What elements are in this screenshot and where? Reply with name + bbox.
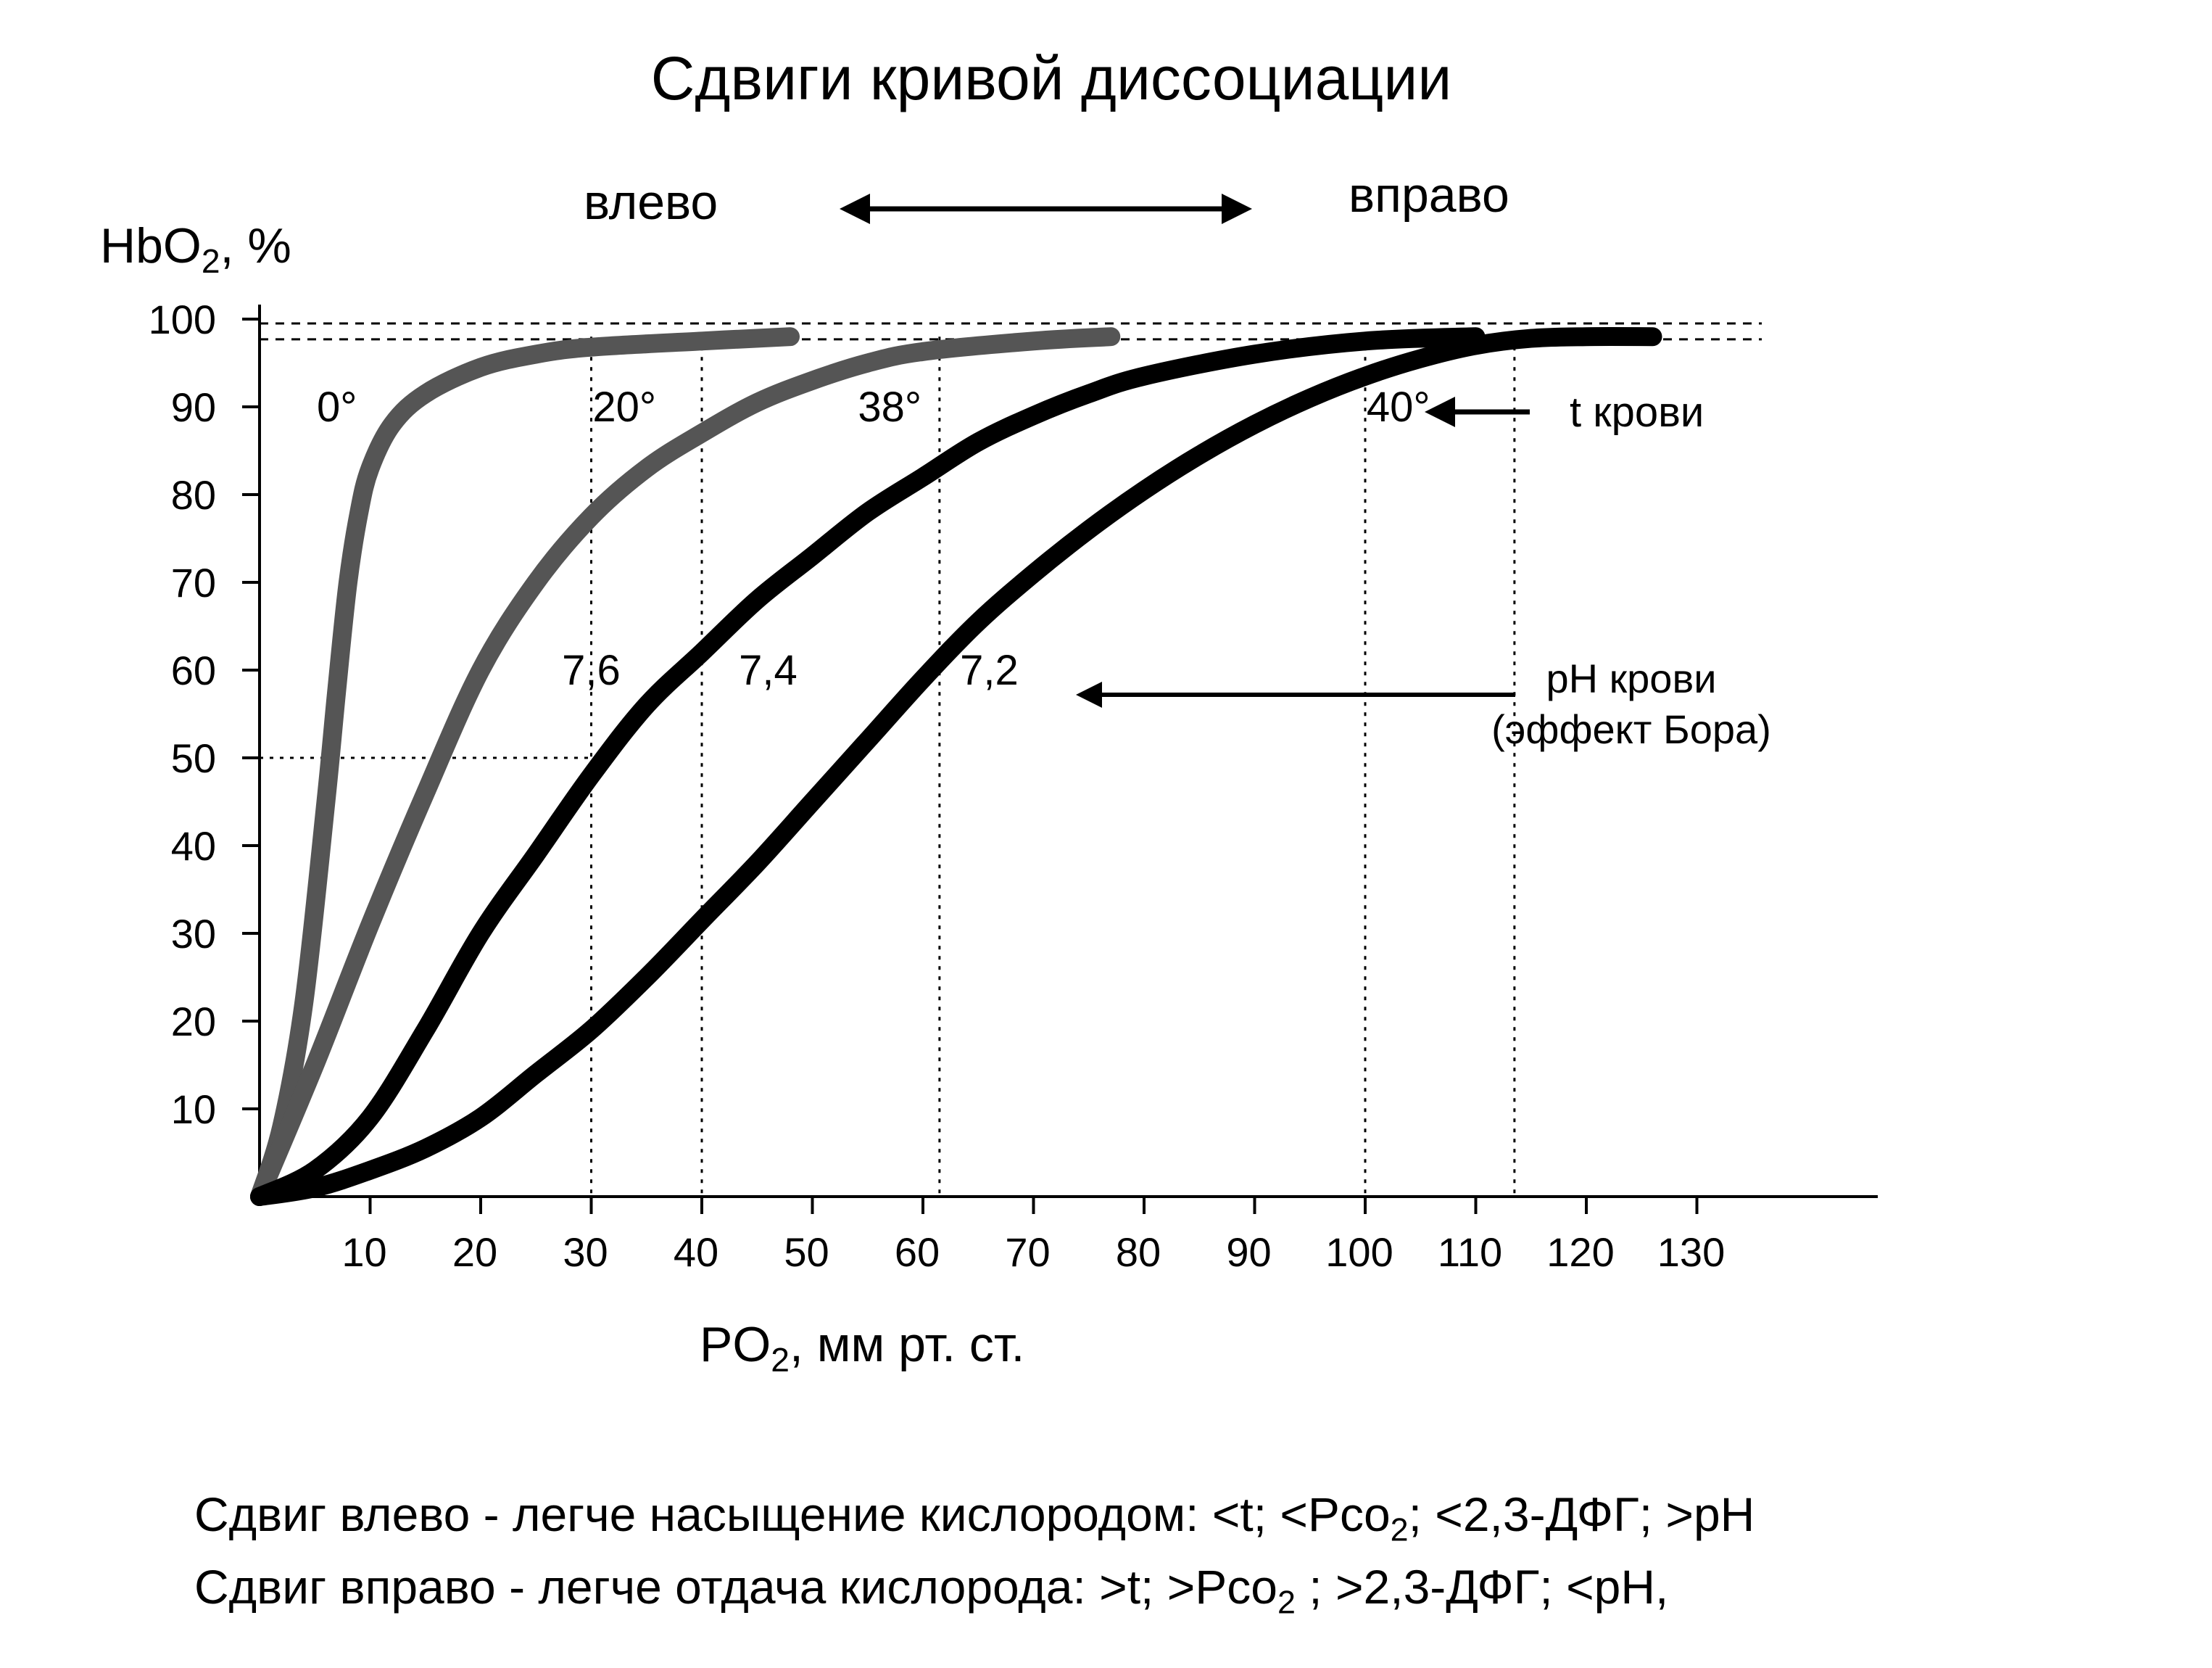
- y-tick-label: 100: [149, 297, 216, 342]
- y-axis-label-main: HbO: [100, 218, 202, 273]
- curve-label: 38°: [858, 384, 921, 431]
- shift-right-label: вправо: [1349, 168, 1509, 223]
- y-tick-label: 90: [171, 384, 216, 430]
- x-tick-label: 60: [895, 1229, 940, 1275]
- x-tick-label: 100: [1325, 1229, 1393, 1275]
- curve-label: 0°: [317, 384, 357, 431]
- x-tick-label: 90: [1226, 1229, 1271, 1275]
- y-axis-label-sub: 2: [201, 241, 220, 280]
- note-right-text: Сдвиг вправо - легче отдача кислорода: >…: [194, 1560, 1277, 1614]
- curve-label: 7,4: [739, 647, 798, 694]
- x-axis-label-main: PO: [700, 1317, 771, 1372]
- y-tick-label: 80: [171, 472, 216, 518]
- curve-1: [250, 327, 1121, 1206]
- x-axis-label: PO2, мм рт. ст.: [700, 1316, 1025, 1376]
- chart-title: Сдвиги кривой диссоциации: [650, 44, 1452, 112]
- axes: 10 20 30 40 50 60 70 80 90 100 10 20 30 40 50 60 70 80 90 1…: [149, 297, 1878, 1275]
- y-axis-label: HbO2, %: [100, 218, 291, 278]
- x-tick-label: 20: [452, 1229, 497, 1275]
- x-tick-label: 30: [563, 1229, 608, 1275]
- note-left-text: Сдвиг влево - легче насыщение кислородом…: [194, 1487, 1391, 1541]
- ph-label-line2: (эффект Бора): [1491, 706, 1771, 752]
- note-left-sub: 2: [1390, 1511, 1409, 1548]
- y-tick-label: 30: [171, 911, 216, 957]
- x-tick-label: 120: [1546, 1229, 1614, 1275]
- chart-area: 10 20 30 40 50 60 70 80 90 100 10 20 30 40 50 60 70 80 90 1…: [149, 194, 1878, 1275]
- x-tick-label: 10: [341, 1229, 386, 1275]
- x-tick-label: 80: [1116, 1229, 1161, 1275]
- y-tick-label: 40: [171, 823, 216, 869]
- y-axis-label-tail: , %: [220, 218, 291, 273]
- x-tick-label: 130: [1657, 1229, 1725, 1275]
- y-tick-label: 60: [171, 648, 216, 693]
- curve-label: 7,6: [562, 647, 621, 694]
- curve-0: [250, 327, 800, 1206]
- note-shift-right: Сдвиг вправо - легче отдача кислорода: >…: [194, 1559, 1669, 1618]
- curve-2: [250, 327, 1486, 1206]
- curve-label: 20°: [592, 384, 656, 431]
- x-tick-label: 110: [1438, 1229, 1502, 1275]
- x-tick-label: 70: [1005, 1229, 1050, 1275]
- y-tick-label: 50: [171, 735, 216, 781]
- shift-left-label: влево: [584, 175, 718, 230]
- note-right-tail: ; >2,3-ДФГ; <pH,: [1295, 1560, 1669, 1614]
- curve-3: [250, 327, 1662, 1206]
- curve-label: 7,2: [960, 647, 1019, 694]
- note-shift-left: Сдвиг влево - легче насыщение кислородом…: [194, 1487, 1755, 1545]
- y-tick-label: 10: [171, 1086, 216, 1132]
- curve-labels: 0° 20° 38° 40° 7,6 7,4 7,2: [317, 384, 1430, 694]
- curve-label: 40°: [1367, 384, 1430, 431]
- y-tick-label: 20: [171, 999, 216, 1044]
- curves: [250, 327, 1662, 1206]
- y-tick-label: 70: [171, 560, 216, 606]
- note-left-tail: ; <2,3-ДФГ; >pH: [1408, 1487, 1755, 1541]
- arrows: t крови pH крови (эффект Бора): [840, 194, 1771, 752]
- note-right-sub: 2: [1277, 1583, 1296, 1621]
- x-axis-label-sub: 2: [771, 1340, 790, 1379]
- reference-lines: [260, 322, 1762, 1197]
- x-axis-label-tail: , мм рт. ст.: [789, 1317, 1025, 1372]
- x-tick-label: 50: [784, 1229, 829, 1275]
- ph-label-line1: pH крови: [1546, 656, 1717, 701]
- x-tick-label: 40: [674, 1229, 718, 1275]
- temperature-label: t крови: [1570, 389, 1704, 436]
